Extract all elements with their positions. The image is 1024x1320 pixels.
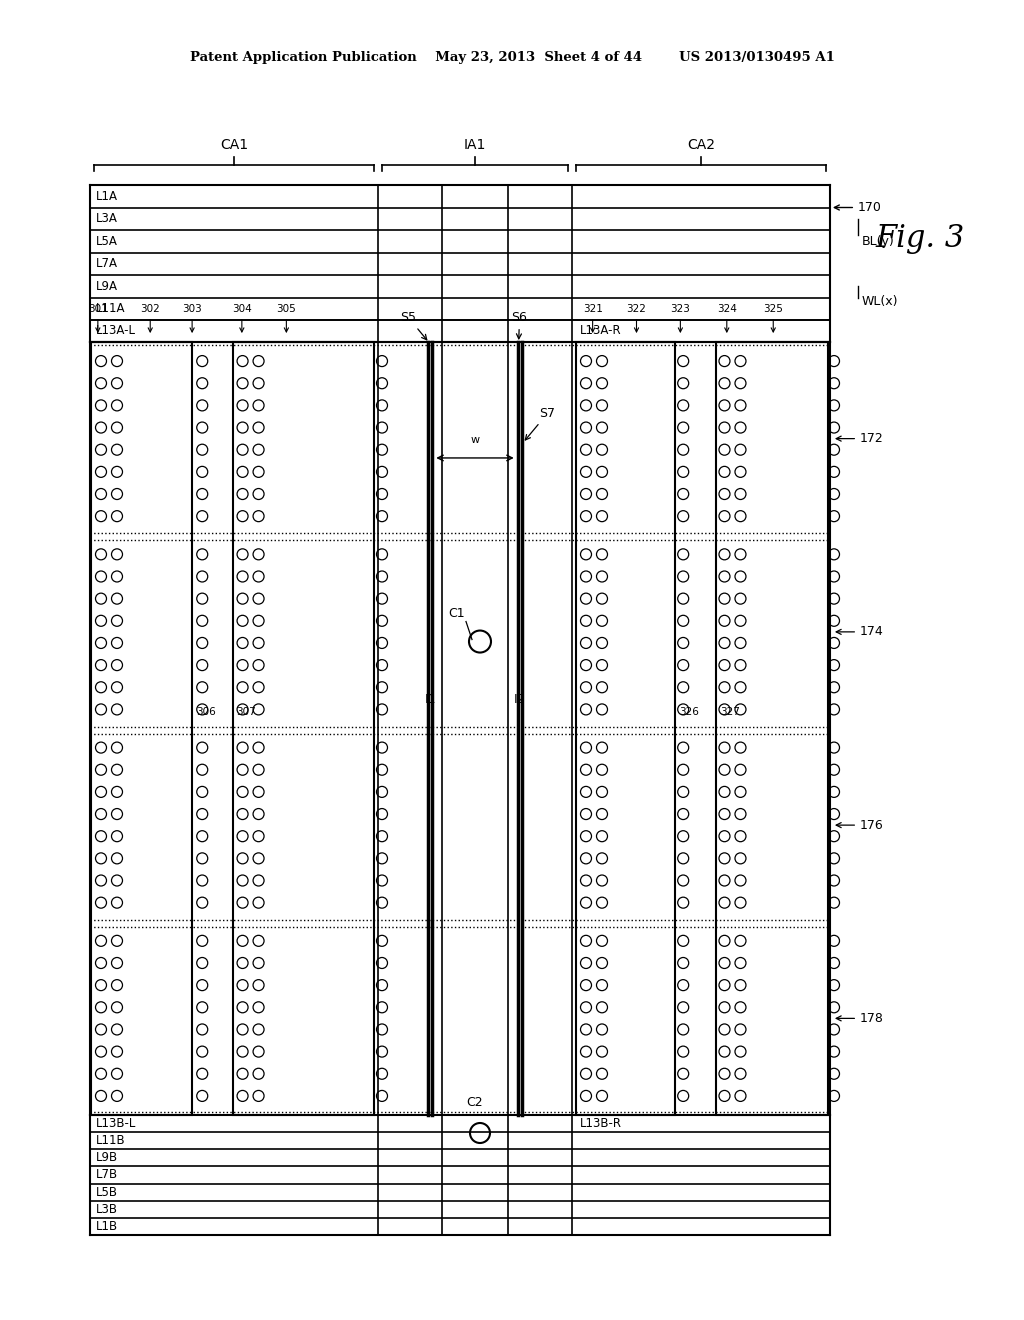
Text: L9B: L9B bbox=[96, 1151, 118, 1164]
Text: 302: 302 bbox=[140, 304, 160, 333]
Bar bbox=[232, 342, 374, 1115]
Text: 326: 326 bbox=[679, 708, 699, 717]
Text: L13A-L: L13A-L bbox=[96, 325, 136, 338]
Text: S6: S6 bbox=[512, 312, 527, 339]
Text: L3A: L3A bbox=[96, 213, 118, 226]
Bar bbox=[91, 342, 193, 1115]
Text: Patent Application Publication    May 23, 2013  Sheet 4 of 44        US 2013/013: Patent Application Publication May 23, 2… bbox=[189, 51, 835, 65]
Text: 301: 301 bbox=[88, 304, 108, 333]
Text: L7A: L7A bbox=[96, 257, 118, 271]
Text: WL(x): WL(x) bbox=[862, 296, 898, 309]
Text: 176: 176 bbox=[837, 818, 884, 832]
Text: 327: 327 bbox=[721, 708, 740, 717]
Text: CA2: CA2 bbox=[687, 139, 715, 152]
Text: 304: 304 bbox=[232, 304, 252, 333]
Text: IA1: IA1 bbox=[464, 139, 486, 152]
Text: C2: C2 bbox=[467, 1096, 483, 1109]
Text: L1A: L1A bbox=[96, 190, 118, 203]
Text: 174: 174 bbox=[837, 626, 884, 639]
Text: 324: 324 bbox=[717, 304, 736, 333]
Text: 178: 178 bbox=[837, 1012, 884, 1024]
Text: I1: I1 bbox=[425, 693, 436, 706]
Text: 170: 170 bbox=[835, 201, 882, 214]
Text: 321: 321 bbox=[583, 304, 602, 333]
Text: I2: I2 bbox=[514, 693, 525, 706]
Text: L11B: L11B bbox=[96, 1134, 126, 1147]
Text: 306: 306 bbox=[197, 708, 216, 717]
Bar bbox=[717, 342, 828, 1115]
Text: L13B-R: L13B-R bbox=[580, 1117, 622, 1130]
Text: BL(y): BL(y) bbox=[862, 235, 895, 248]
Text: L3B: L3B bbox=[96, 1203, 118, 1216]
Text: L7B: L7B bbox=[96, 1168, 118, 1181]
Text: Fig. 3: Fig. 3 bbox=[874, 223, 965, 253]
Text: 305: 305 bbox=[276, 304, 296, 333]
Text: L5A: L5A bbox=[96, 235, 118, 248]
Text: L13A-R: L13A-R bbox=[580, 325, 622, 338]
Text: L13B-L: L13B-L bbox=[96, 1117, 136, 1130]
Text: S5: S5 bbox=[400, 312, 427, 339]
Text: 323: 323 bbox=[671, 304, 690, 333]
Bar bbox=[575, 342, 675, 1115]
Text: w: w bbox=[470, 436, 479, 445]
Text: S7: S7 bbox=[525, 407, 556, 440]
Text: 322: 322 bbox=[627, 304, 646, 333]
Text: L1B: L1B bbox=[96, 1220, 118, 1233]
Text: 303: 303 bbox=[182, 304, 202, 333]
Text: 172: 172 bbox=[837, 432, 884, 445]
Text: L11A: L11A bbox=[96, 302, 126, 315]
Text: 307: 307 bbox=[237, 708, 256, 717]
Text: CA1: CA1 bbox=[220, 139, 248, 152]
Text: 325: 325 bbox=[763, 304, 783, 333]
Text: L9A: L9A bbox=[96, 280, 118, 293]
Text: L5B: L5B bbox=[96, 1185, 118, 1199]
Text: C1: C1 bbox=[449, 606, 465, 619]
